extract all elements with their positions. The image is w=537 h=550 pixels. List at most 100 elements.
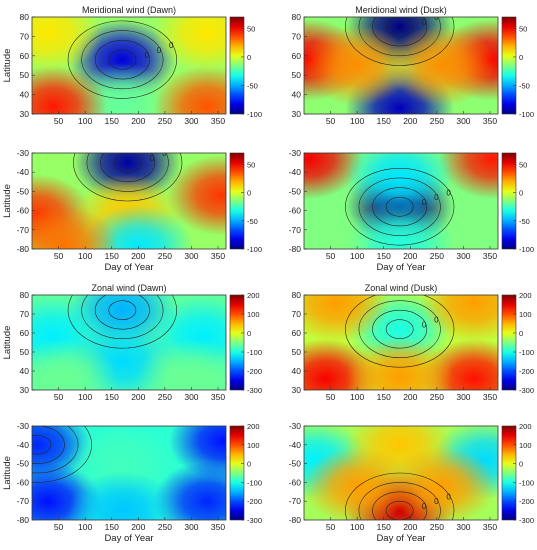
panel-7: 50 100 150 200 250 300 350 -80 -70 -60 -50 -40 -30 Da…	[2, 421, 262, 544]
contour-line	[358, 482, 441, 520]
x-tick-label: 150	[105, 392, 119, 402]
colorbar-tick-label: -100	[247, 110, 262, 119]
x-tick-label: 50	[326, 251, 336, 261]
y-tick-label: -60	[289, 206, 302, 216]
field-feature	[304, 24, 412, 107]
x-tick-label: 250	[158, 116, 172, 126]
contour-label: 0	[145, 51, 150, 60]
y-tick-label: 60	[292, 51, 302, 61]
panel-title: Zonal wind (Dawn)	[91, 283, 166, 293]
y-tick-label: 70	[292, 309, 302, 319]
y-tick-label: -50	[17, 459, 30, 469]
y-tick-label: 60	[292, 328, 302, 338]
contour-line	[372, 491, 428, 520]
contour-line	[385, 319, 414, 340]
plot-frame	[31, 425, 227, 521]
y-axis-label: Latitude	[2, 456, 13, 490]
plot-frame	[303, 16, 499, 115]
colorbar-tick-label: 0	[519, 189, 523, 198]
y-tick-label: -40	[17, 440, 30, 450]
colorbar-tick-label: 200	[247, 422, 260, 431]
colorbar-tick-label: -200	[247, 367, 262, 376]
y-tick-label: -50	[17, 186, 30, 196]
x-tick-label: 200	[403, 392, 417, 402]
contour-line	[67, 295, 177, 349]
colorbar-tick-label: -100	[519, 478, 534, 487]
plot-frame	[31, 152, 227, 250]
colorbar-tick-label: -50	[519, 81, 530, 90]
y-tick-label: 50	[20, 70, 30, 80]
colorbar-tick-label: 0	[247, 189, 251, 198]
contour-label: 0	[446, 493, 451, 502]
x-tick-label: 50	[54, 392, 64, 402]
x-tick-label: 250	[158, 251, 172, 261]
colorbar-tick-label: -200	[519, 497, 534, 506]
colorbar-tick-label: 100	[519, 310, 532, 319]
y-tick-label: -30	[289, 421, 302, 431]
y-tick-label: 30	[292, 109, 302, 119]
x-tick-label: 100	[78, 251, 92, 261]
y-tick-label: 80	[292, 290, 302, 300]
contour-line	[81, 295, 164, 339]
x-tick-label: 50	[326, 392, 336, 402]
y-tick-label: -50	[289, 186, 302, 196]
x-tick-label: 250	[430, 116, 444, 126]
y-tick-label: -80	[17, 515, 30, 525]
panel-title: Meridional wind (Dusk)	[355, 5, 447, 15]
x-axis-label: Day of Year	[104, 533, 153, 544]
colorbar-tick-label: -300	[519, 386, 534, 395]
contour-label: 0	[422, 198, 427, 207]
field-feature	[32, 204, 119, 249]
colorbar-tick-label: -100	[247, 348, 262, 357]
contour-line	[100, 153, 156, 183]
y-tick-label: 40	[292, 90, 302, 100]
colorbar-tick-label: 200	[247, 291, 260, 300]
contour-line	[372, 187, 428, 227]
x-tick-label: 200	[131, 522, 145, 532]
x-axis-label: Day of Year	[376, 262, 425, 273]
colorbar-tick-label: -300	[247, 516, 262, 525]
colorbar-tick-label: -100	[519, 245, 534, 254]
contour-line	[372, 17, 428, 47]
y-tick-label: -50	[289, 459, 302, 469]
x-tick-label: 300	[456, 392, 470, 402]
x-tick-label: 200	[403, 116, 417, 126]
plot-frame	[303, 294, 499, 391]
colorbar-tick-label: 0	[247, 460, 251, 469]
field-feature	[304, 153, 364, 200]
field-feature	[345, 336, 454, 390]
contour-line	[94, 39, 150, 80]
colorbar-tick-label: -100	[519, 348, 534, 357]
contour-line	[94, 295, 150, 330]
contour-line	[358, 177, 441, 236]
contour-line	[67, 20, 177, 99]
contour-line	[32, 426, 92, 483]
plot-frame	[303, 152, 499, 250]
colorbar-tick-label: 50	[247, 24, 255, 33]
y-tick-label: 80	[20, 290, 30, 300]
x-tick-label: 300	[456, 116, 470, 126]
x-tick-label: 350	[483, 522, 497, 532]
x-tick-label: 350	[483, 251, 497, 261]
contour-label: 0	[446, 188, 451, 197]
y-tick-label: -40	[17, 167, 30, 177]
field-feature	[387, 446, 497, 520]
y-axis-label: Latitude	[2, 184, 13, 218]
field-feature	[32, 65, 108, 114]
x-tick-label: 250	[158, 392, 172, 402]
y-axis-label: Latitude	[2, 49, 13, 83]
y-tick-label: -30	[17, 421, 30, 431]
x-tick-label: 150	[105, 522, 119, 532]
x-tick-label: 50	[54, 522, 64, 532]
x-tick-label: 350	[211, 392, 225, 402]
x-tick-label: 150	[377, 522, 391, 532]
y-tick-label: 40	[20, 90, 30, 100]
y-tick-label: 50	[292, 347, 302, 357]
colorbar	[501, 294, 517, 391]
y-tick-label: 50	[292, 70, 302, 80]
x-tick-label: 50	[54, 251, 64, 261]
